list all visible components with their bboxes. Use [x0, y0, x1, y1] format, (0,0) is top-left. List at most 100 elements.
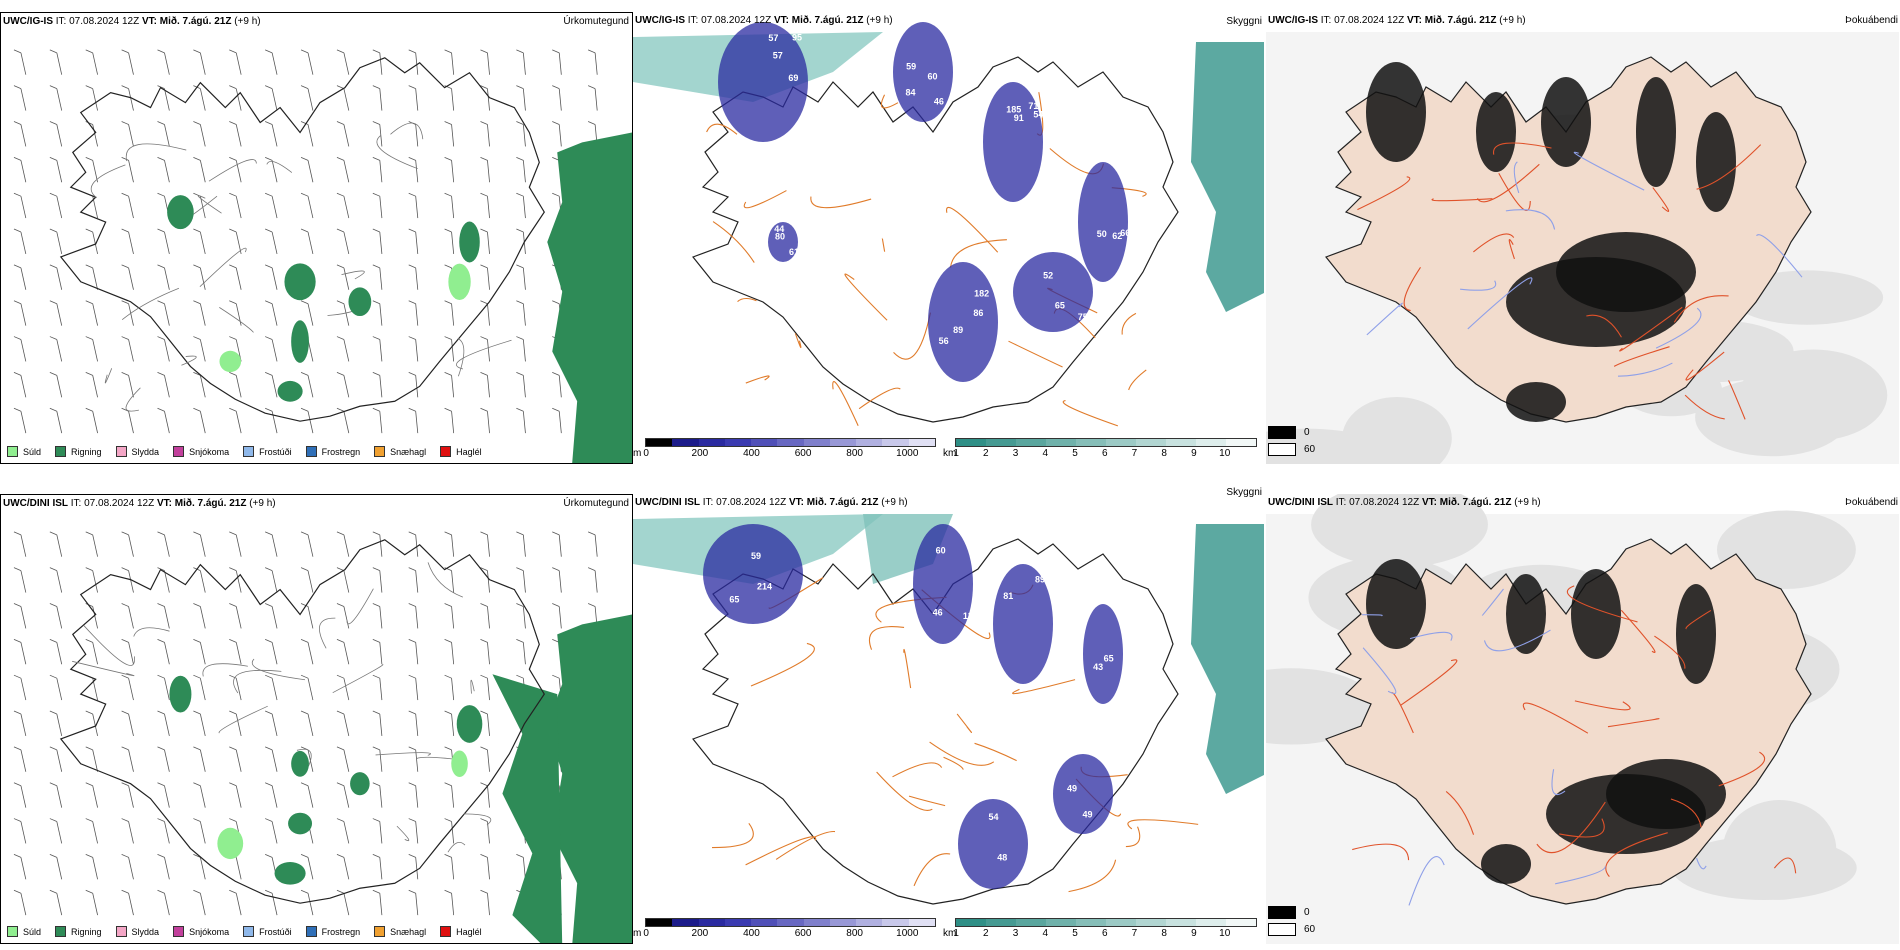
wind-barb: [307, 785, 314, 808]
wind-barb: [92, 570, 98, 593]
wind-barb-flag: [121, 85, 129, 90]
wind-barb: [92, 785, 98, 808]
low-cloud-area: [1078, 162, 1128, 282]
legend-tick: 800: [846, 928, 863, 939]
wind-barb-flag: [444, 192, 452, 197]
wind-barb-flag: [300, 156, 309, 161]
wind-barb: [522, 411, 526, 434]
wind-barb: [235, 606, 242, 629]
wind-barb-flag: [229, 156, 237, 161]
wind-barb: [271, 160, 278, 183]
wind-barb: [487, 88, 490, 111]
wind-barb-flag: [229, 407, 237, 412]
legend-tick: 800: [846, 448, 863, 459]
wind-barb-flag: [265, 228, 273, 233]
wind-barb-flag: [121, 782, 129, 787]
road-line: [743, 190, 787, 209]
wind-barb-flag: [480, 710, 488, 715]
cloud-base-label: 62: [1112, 231, 1122, 241]
road-line: [913, 853, 951, 887]
legend-label: Súld: [23, 446, 42, 457]
wind-barb: [271, 570, 278, 593]
low-cloud-area: [718, 22, 808, 142]
wind-barb: [307, 411, 314, 434]
wind-barb-flag: [480, 782, 488, 787]
wind-barb: [199, 821, 206, 844]
road-line: [844, 273, 888, 321]
road-line: [946, 207, 999, 253]
wind-barb: [558, 124, 562, 147]
river-line: [1467, 277, 1533, 330]
legend-swatch: [115, 926, 127, 937]
wind-barb: [307, 678, 314, 701]
panel-variable-label: Þokuábendi: [1845, 15, 1898, 26]
cloud-base-label: 60: [936, 546, 946, 556]
wind-barb-flag: [229, 782, 237, 787]
wind-barb-flag: [193, 818, 201, 822]
wind-barb: [128, 375, 134, 398]
color-step: [1196, 919, 1226, 926]
wind-barb-flag: [444, 336, 452, 340]
legend-tick: 5: [1072, 448, 1078, 459]
fog-index-map: [1266, 32, 1899, 464]
road-line: [219, 307, 254, 333]
wind-barb: [271, 713, 278, 737]
wind-barb-flag: [85, 746, 93, 751]
wind-barb-flag: [121, 674, 129, 679]
cloud-base-label: 61: [789, 247, 799, 257]
wind-barb-flag: [516, 531, 524, 536]
wind-barb: [379, 375, 383, 398]
precip-type-panel: UWC/DINI ISL IT: 07.08.2024 12Z VT: Mið.…: [0, 494, 633, 944]
wind-barb-flag: [85, 531, 93, 536]
wind-barb: [20, 52, 27, 75]
road-line: [427, 562, 463, 598]
wind-barb: [199, 857, 206, 880]
fog-shading: [1695, 378, 1849, 457]
wind-barb: [235, 749, 242, 772]
wind-barb-flag: [121, 336, 129, 340]
wind-barb-flag: [49, 372, 57, 376]
wind-barb-flag: [587, 603, 596, 607]
wind-barb-flag: [13, 674, 22, 679]
panel-title: UWC/IG-IS IT: 07.08.2024 12Z VT: Mið. 7.…: [3, 16, 261, 27]
wind-barb-flag: [85, 372, 93, 376]
road-line: [104, 368, 113, 384]
wind-barb-flag: [480, 889, 488, 894]
wind-barb: [415, 411, 419, 434]
wind-barb-flag: [193, 407, 201, 412]
wind-barb-flag: [587, 567, 596, 572]
river-line: [1555, 866, 1606, 885]
wind-barb: [92, 303, 98, 326]
fog-shading: [1716, 510, 1856, 589]
wind-barb: [235, 375, 242, 398]
wind-barb: [558, 570, 562, 593]
panel-title: UWC/DINI ISL IT: 07.08.2024 12Z VT: Mið.…: [1268, 497, 1541, 508]
road-line: [457, 338, 465, 377]
wind-barb-flag: [480, 531, 488, 536]
wind-barb-flag: [157, 49, 165, 54]
wind-barb: [307, 642, 314, 665]
wind-barbs: [13, 531, 598, 916]
rain-patch: [167, 195, 194, 230]
color-step: [803, 919, 830, 926]
road-line: [1728, 380, 1746, 420]
wind-barb-flag: [13, 567, 22, 572]
legend-tick: 10: [1219, 448, 1231, 459]
color-step: [1226, 439, 1256, 446]
rain-patch: [277, 380, 303, 402]
wind-barb: [164, 303, 170, 326]
wind-barb-flag: [444, 638, 452, 643]
wind-barb: [199, 606, 206, 629]
legend-unit: km: [943, 928, 957, 939]
road-line: [706, 123, 738, 135]
rain-patch: [219, 350, 242, 373]
wind-barb: [56, 88, 63, 111]
road-line: [858, 387, 901, 410]
wind-barb: [271, 303, 278, 326]
road-line: [1685, 351, 1725, 381]
wind-barb-flag: [408, 782, 416, 787]
cloud-base-label: 44: [774, 224, 784, 234]
wind-barb-flag: [157, 710, 165, 715]
legend-label: Slydda: [131, 926, 160, 937]
wind-barb-flag: [300, 192, 309, 197]
